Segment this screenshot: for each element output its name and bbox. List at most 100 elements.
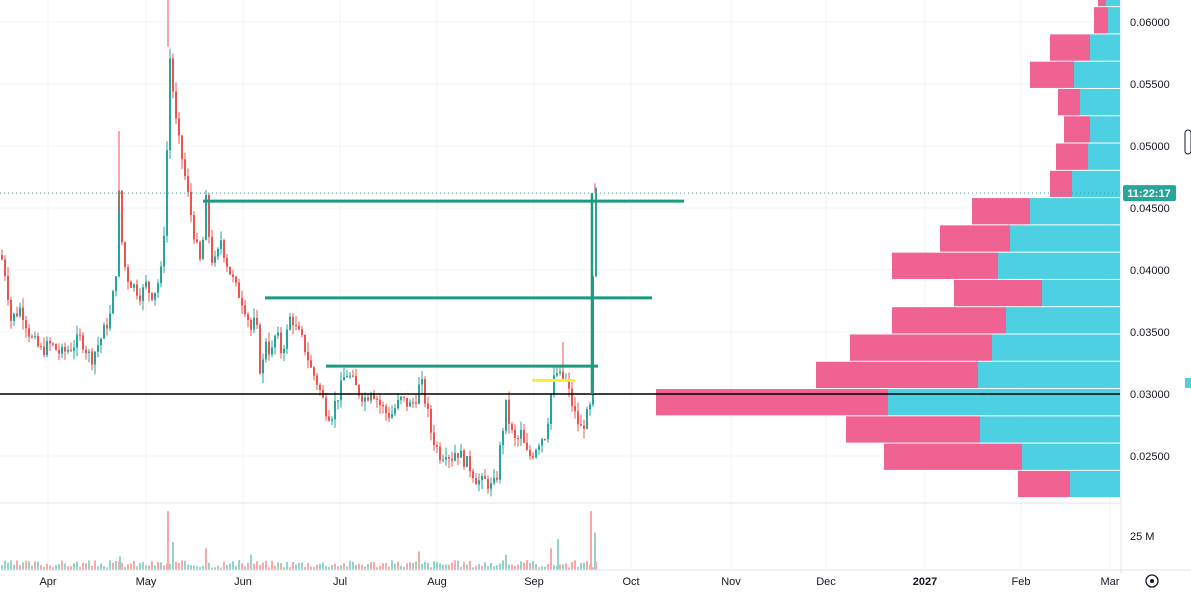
price-scale-bg[interactable] (1121, 0, 1191, 573)
time-tick-label: Feb (1012, 576, 1031, 588)
candle-up (493, 477, 495, 484)
volume-bar (487, 566, 489, 570)
volume-bar (388, 566, 390, 570)
volume-bar (517, 564, 519, 570)
candle-up (109, 313, 111, 329)
candle-down (472, 471, 474, 479)
volume-profile-bar-value (888, 389, 1120, 416)
volume-bar (499, 563, 501, 570)
volume-bar (124, 567, 126, 570)
candle-up (46, 341, 48, 355)
candle-up (67, 349, 69, 352)
volume-bar (583, 562, 585, 570)
volume-profile-bar-value (1022, 443, 1120, 470)
volume-bar (526, 560, 528, 570)
candle-up (559, 371, 561, 374)
volume-profile-bar-value (980, 416, 1120, 443)
volume-bar (253, 563, 255, 570)
volume-bar (220, 567, 222, 570)
drawn-levels[interactable] (0, 192, 1121, 395)
volume-bar (295, 564, 297, 570)
volume-bar (439, 563, 441, 570)
settings-gear-icon[interactable] (1145, 574, 1159, 588)
volume-bar (178, 562, 180, 570)
candle-up (595, 188, 597, 277)
candle-up (220, 240, 222, 249)
candle-up (166, 150, 168, 236)
volume-bar (136, 566, 138, 570)
volume-profile-bar-rest (972, 198, 1030, 225)
volume-bar (223, 561, 225, 570)
volume-bar (481, 565, 483, 570)
volume-profile-bar-value (1074, 61, 1120, 88)
candle-down (139, 295, 141, 301)
candle-up (421, 379, 423, 385)
volume-bar-spike (594, 532, 596, 570)
volume-bar (40, 565, 42, 570)
time-tick-label: Oct (622, 576, 639, 588)
candle-down (430, 408, 432, 433)
volume-bar (331, 565, 333, 570)
scale-handle[interactable] (1184, 129, 1191, 155)
candle-up (103, 324, 105, 339)
candle-up (142, 287, 144, 301)
volume-bar (334, 563, 336, 570)
volume-bar (127, 564, 129, 570)
candle-down (373, 393, 375, 399)
candle-up (553, 375, 555, 394)
candle-up (214, 256, 216, 263)
candle-up (154, 292, 156, 300)
volume-bar (73, 563, 75, 570)
volume-profile-bar-rest (1050, 170, 1072, 198)
volume-bar (544, 566, 546, 570)
volume-bar (202, 565, 204, 570)
candle-down (496, 477, 498, 480)
volume-profile-bar-value (1006, 307, 1120, 334)
candle-up (442, 459, 444, 461)
volume-bar (397, 561, 399, 570)
volume-bar (154, 565, 156, 570)
candle-up (163, 235, 165, 267)
volume-profile (656, 0, 1120, 498)
volume-bar (340, 565, 342, 570)
candle-up (466, 456, 468, 467)
volume-bar-spike (119, 556, 121, 570)
volume-bar (85, 563, 87, 570)
candle-up (394, 408, 396, 414)
candle-down (385, 406, 387, 414)
volume-bar (28, 561, 30, 570)
volume-bar (370, 562, 372, 570)
svg-text:11:22:17: 11:22:17 (1127, 188, 1170, 200)
candle-down (223, 240, 225, 258)
candle-down (37, 335, 39, 347)
volume-bar (88, 560, 90, 570)
volume-bar (343, 563, 345, 570)
volume-bar (271, 560, 273, 570)
chart-grid (0, 0, 1121, 570)
volume-bar (247, 562, 249, 570)
candle-up (409, 402, 411, 407)
time-tick-label: Aug (427, 576, 447, 588)
candle-up (94, 351, 96, 365)
candle-down (1, 255, 3, 260)
candle-up (253, 317, 255, 330)
volume-bar-spike (205, 548, 207, 570)
candle-down (457, 453, 459, 458)
volume-profile-bar-rest (850, 334, 992, 361)
volume-profile-bar-rest (846, 416, 980, 443)
volume-bar (541, 566, 543, 570)
candle-up (340, 380, 342, 401)
candle-up (346, 375, 348, 378)
candle-down (367, 397, 369, 401)
volume-bar (43, 566, 45, 570)
volume-bar (115, 560, 117, 570)
price-tick-label: 0.03000 (1130, 389, 1170, 401)
volume-bar (109, 560, 111, 570)
volume-bar (394, 563, 396, 570)
candle-down (511, 424, 513, 430)
volume-bar (577, 566, 579, 570)
volume-profile-bar-value (1030, 198, 1120, 225)
volume-bar (433, 561, 435, 570)
volume-bar (400, 565, 402, 570)
